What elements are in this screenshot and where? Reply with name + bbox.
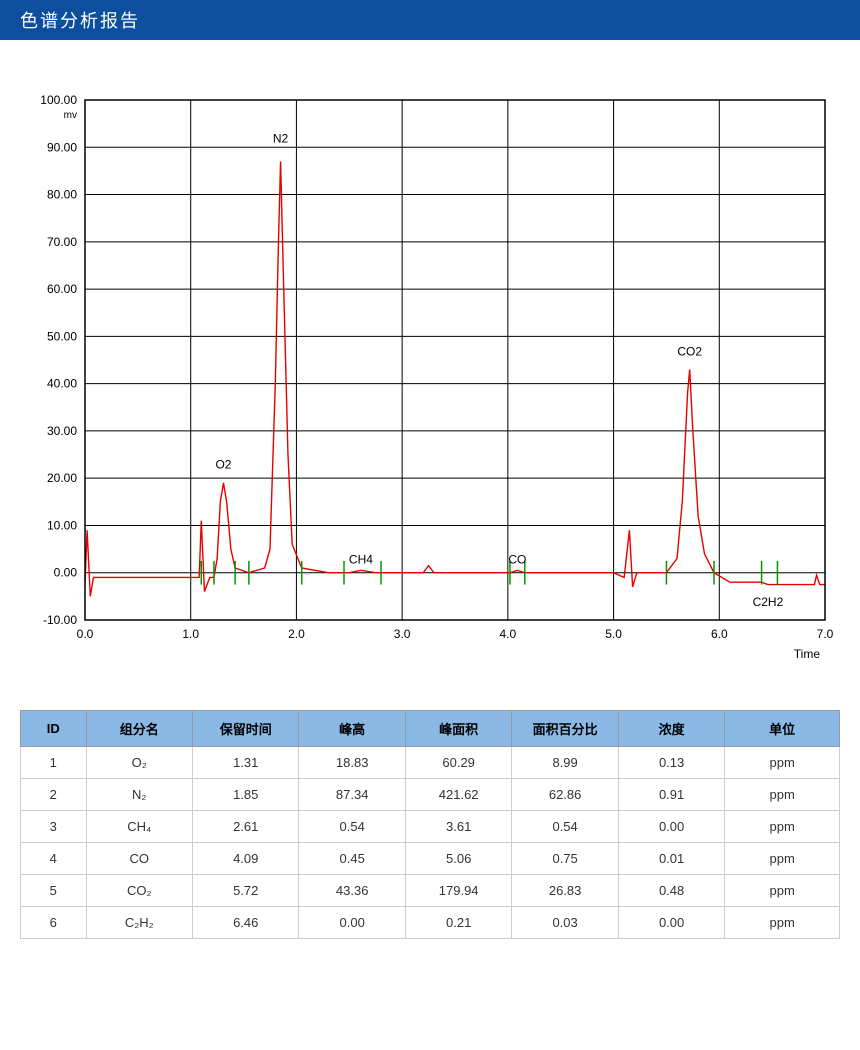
table-cell: 0.45 xyxy=(299,843,405,875)
col-header: 面积百分比 xyxy=(512,711,618,747)
svg-text:O2: O2 xyxy=(215,458,231,472)
table-cell: 179.94 xyxy=(405,875,511,907)
svg-text:10.00: 10.00 xyxy=(47,518,77,532)
svg-text:7.0: 7.0 xyxy=(817,627,834,641)
table-cell: 0.13 xyxy=(618,747,724,779)
svg-text:Time: Time xyxy=(794,647,821,661)
table-cell: 62.86 xyxy=(512,779,618,811)
table-cell: 8.99 xyxy=(512,747,618,779)
svg-text:N2: N2 xyxy=(273,132,289,146)
table-cell: 0.75 xyxy=(512,843,618,875)
svg-text:-10.00: -10.00 xyxy=(43,613,77,627)
table-cell: 0.48 xyxy=(618,875,724,907)
table-cell: 1 xyxy=(21,747,87,779)
table-row: 4CO4.090.455.060.750.01ppm xyxy=(21,843,840,875)
table-cell: 2.61 xyxy=(192,811,298,843)
table-cell: ppm xyxy=(725,843,840,875)
table-cell: 26.83 xyxy=(512,875,618,907)
svg-text:1.0: 1.0 xyxy=(182,627,199,641)
svg-text:50.00: 50.00 xyxy=(47,329,77,343)
svg-text:CO2: CO2 xyxy=(677,344,702,358)
table-cell: 0.54 xyxy=(299,811,405,843)
svg-text:4.0: 4.0 xyxy=(500,627,517,641)
table-row: 6C₂H₂6.460.000.210.030.00ppm xyxy=(21,907,840,939)
svg-text:3.0: 3.0 xyxy=(394,627,411,641)
table-cell: 5 xyxy=(21,875,87,907)
table-row: 1O₂1.3118.8360.298.990.13ppm xyxy=(21,747,840,779)
col-header: ID xyxy=(21,711,87,747)
table-cell: 0.00 xyxy=(618,811,724,843)
table-cell: 18.83 xyxy=(299,747,405,779)
table-cell: 6.46 xyxy=(192,907,298,939)
table-row: 3CH₄2.610.543.610.540.00ppm xyxy=(21,811,840,843)
table-cell: 4 xyxy=(21,843,87,875)
table-cell: 0.01 xyxy=(618,843,724,875)
table-cell: ppm xyxy=(725,779,840,811)
table-cell: 87.34 xyxy=(299,779,405,811)
svg-text:5.0: 5.0 xyxy=(605,627,622,641)
svg-text:CH4: CH4 xyxy=(349,552,373,566)
table-row: 5CO₂5.7243.36179.9426.830.48ppm xyxy=(21,875,840,907)
chromatogram-chart: 0.0 1.0 2.0 3.0 4.0 5.0 6.0 7.0 -10.00 0.00 10.00 2… xyxy=(20,90,840,670)
col-header: 浓度 xyxy=(618,711,724,747)
results-table-wrap: ID组分名保留时间峰高峰面积面积百分比浓度单位1O₂1.3118.8360.29… xyxy=(20,710,840,939)
table-cell: 6 xyxy=(21,907,87,939)
table-cell: O₂ xyxy=(86,747,192,779)
col-header: 保留时间 xyxy=(192,711,298,747)
table-cell: 0.00 xyxy=(299,907,405,939)
table-cell: CO₂ xyxy=(86,875,192,907)
table-cell: ppm xyxy=(725,811,840,843)
table-cell: CO xyxy=(86,843,192,875)
svg-text:70.00: 70.00 xyxy=(47,235,77,249)
table-row: 2N₂1.8587.34421.6262.860.91ppm xyxy=(21,779,840,811)
table-cell: 2 xyxy=(21,779,87,811)
svg-text:CO: CO xyxy=(508,552,526,566)
svg-text:40.00: 40.00 xyxy=(47,377,77,391)
table-cell: ppm xyxy=(725,907,840,939)
svg-text:C2H2: C2H2 xyxy=(753,595,784,609)
table-cell: ppm xyxy=(725,875,840,907)
table-cell: 43.36 xyxy=(299,875,405,907)
svg-text:30.00: 30.00 xyxy=(47,424,77,438)
col-header: 峰高 xyxy=(299,711,405,747)
svg-text:mv: mv xyxy=(64,110,77,121)
chart-svg: 0.0 1.0 2.0 3.0 4.0 5.0 6.0 7.0 -10.00 0.00 10.00 2… xyxy=(20,90,840,670)
svg-text:60.00: 60.00 xyxy=(47,282,77,296)
svg-text:6.0: 6.0 xyxy=(711,627,728,641)
table-cell: 5.06 xyxy=(405,843,511,875)
table-cell: 1.85 xyxy=(192,779,298,811)
table-cell: 0.03 xyxy=(512,907,618,939)
table-cell: 1.31 xyxy=(192,747,298,779)
col-header: 组分名 xyxy=(86,711,192,747)
table-cell: 4.09 xyxy=(192,843,298,875)
table-cell: 0.21 xyxy=(405,907,511,939)
col-header: 峰面积 xyxy=(405,711,511,747)
svg-text:80.00: 80.00 xyxy=(47,188,77,202)
table-cell: 0.54 xyxy=(512,811,618,843)
table-cell: 3 xyxy=(21,811,87,843)
table-cell: 5.72 xyxy=(192,875,298,907)
table-cell: N₂ xyxy=(86,779,192,811)
table-cell: 0.91 xyxy=(618,779,724,811)
table-cell: ppm xyxy=(725,747,840,779)
table-cell: 0.00 xyxy=(618,907,724,939)
svg-text:0.00: 0.00 xyxy=(54,566,78,580)
col-header: 单位 xyxy=(725,711,840,747)
table-cell: C₂H₂ xyxy=(86,907,192,939)
svg-text:100.00: 100.00 xyxy=(40,93,77,107)
table-cell: 421.62 xyxy=(405,779,511,811)
svg-text:0.0: 0.0 xyxy=(77,627,94,641)
svg-text:2.0: 2.0 xyxy=(288,627,305,641)
header-bar: 色谱分析报告 xyxy=(0,0,860,40)
table-cell: 3.61 xyxy=(405,811,511,843)
results-table: ID组分名保留时间峰高峰面积面积百分比浓度单位1O₂1.3118.8360.29… xyxy=(20,710,840,939)
table-cell: 60.29 xyxy=(405,747,511,779)
svg-text:90.00: 90.00 xyxy=(47,140,77,154)
table-cell: CH₄ xyxy=(86,811,192,843)
page-title: 色谱分析报告 xyxy=(20,7,140,33)
svg-text:20.00: 20.00 xyxy=(47,471,77,485)
